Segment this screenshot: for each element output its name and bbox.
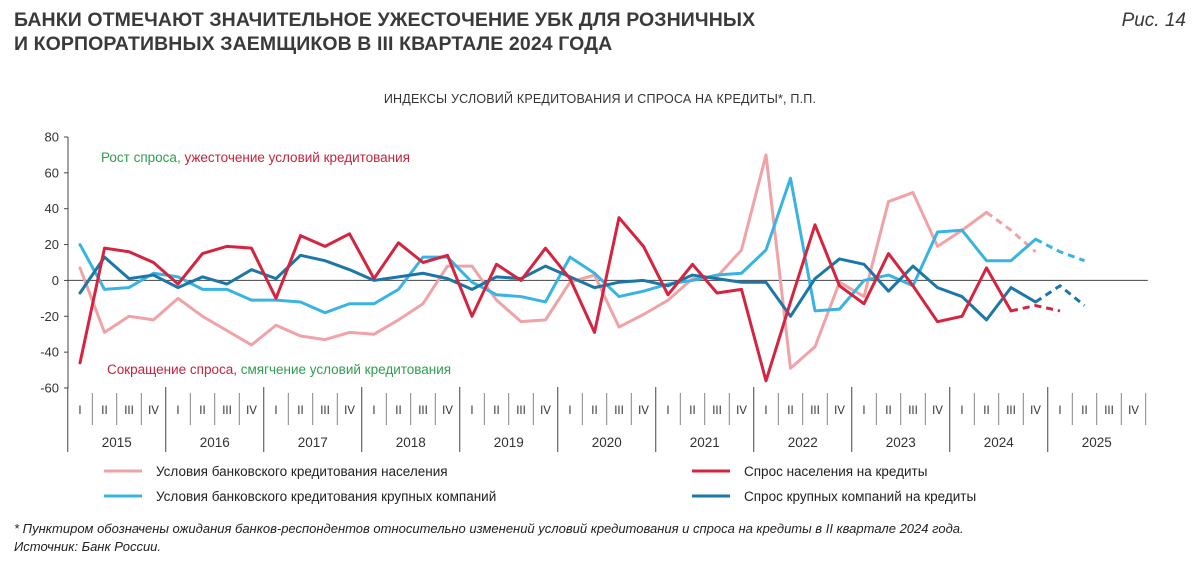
x-tick-label: IV (442, 405, 453, 417)
year-label: 2021 (690, 435, 720, 450)
legend-label-1: Спрос населения на кредиты (744, 464, 927, 479)
x-tick-label: III (418, 405, 428, 417)
x-tick-label: IV (1030, 405, 1041, 417)
x-tick-label: I (470, 405, 473, 417)
x-tick-label: I (78, 405, 81, 417)
source-note: Источник: Банк России. (14, 539, 162, 554)
x-tick-label: III (124, 405, 134, 417)
y-tick-label: -20 (40, 309, 59, 324)
x-tick-label: I (764, 405, 767, 417)
x-tick-label: I (568, 405, 571, 417)
x-tick-label: II (199, 405, 205, 417)
annotation-top-part: Рост спроса, (101, 150, 181, 165)
year-label: 2025 (1082, 435, 1112, 450)
y-tick-label: 80 (45, 130, 59, 145)
x-tick-label: III (712, 405, 722, 417)
x-tick-label: III (320, 405, 330, 417)
y-tick-label: 0 (52, 273, 59, 288)
y-tick-label: 20 (45, 237, 59, 252)
x-tick-label: II (1081, 405, 1087, 417)
y-tick-label: 40 (45, 201, 59, 216)
legend-label-0: Условия банковского кредитования населен… (156, 464, 448, 479)
x-tick-label: IV (834, 405, 845, 417)
y-tick-label: -60 (40, 381, 59, 396)
x-tick-label: III (1006, 405, 1016, 417)
x-tick-label: I (176, 405, 179, 417)
x-tick-label: III (614, 405, 624, 417)
annotation-bottom-part: Сокращение спроса, (107, 362, 237, 377)
x-tick-label: III (908, 405, 918, 417)
year-label: 2022 (788, 435, 818, 450)
year-label: 2019 (494, 435, 524, 450)
x-tick-label: IV (736, 405, 747, 417)
year-label: 2024 (984, 435, 1015, 450)
year-label: 2020 (592, 435, 622, 450)
x-tick-label: I (372, 405, 375, 417)
x-tick-label: IV (1128, 405, 1139, 417)
series-forecast-3 (1034, 284, 1086, 307)
x-tick-label: IV (540, 405, 551, 417)
x-tick-label: IV (932, 405, 943, 417)
x-tick-label: II (395, 405, 401, 417)
x-tick-label: II (591, 405, 597, 417)
x-tick-label: II (493, 405, 499, 417)
annotation-bottom-part: смягчение условий кредитования (237, 362, 451, 377)
y-tick-label: 60 (45, 165, 59, 180)
annotation-top-part: ужесточение условий кредитования (181, 150, 410, 165)
legend-label-3: Спрос крупных компаний на кредиты (744, 489, 976, 504)
chart-title: ИНДЕКСЫ УСЛОВИЙ КРЕДИТОВАНИЯ И СПРОСА НА… (383, 92, 817, 106)
year-label: 2017 (298, 435, 328, 450)
footnote: * Пунктиром обозначены ожидания банков-р… (14, 521, 964, 536)
x-tick-label: II (983, 405, 989, 417)
x-tick-label: IV (148, 405, 159, 417)
series-line-2 (78, 176, 1037, 315)
x-tick-label: I (1058, 405, 1061, 417)
x-tick-label: III (1104, 405, 1114, 417)
year-label: 2023 (886, 435, 916, 450)
x-tick-label: II (885, 405, 891, 417)
x-tick-label: IV (638, 405, 649, 417)
x-tick-label: III (516, 405, 526, 417)
x-tick-label: I (666, 405, 669, 417)
year-label: 2015 (102, 435, 132, 450)
x-tick-label: II (787, 405, 793, 417)
x-tick-label: I (862, 405, 865, 417)
year-label: 2016 (200, 435, 230, 450)
annotation-top: Рост спроса, ужесточение условий кредито… (101, 150, 410, 165)
figure-title: БАНКИ ОТМЕЧАЮТ ЗНАЧИТЕЛЬНОЕ УЖЕСТОЧЕНИЕ … (14, 9, 756, 55)
series-line-1 (78, 216, 1013, 383)
x-tick-label: III (810, 405, 820, 417)
x-tick-label: IV (344, 405, 355, 417)
y-tick-label: -40 (40, 345, 59, 360)
legend-label-2: Условия банковского кредитования крупных… (156, 489, 496, 504)
x-tick-label: I (960, 405, 963, 417)
series-forecast-2 (1034, 237, 1086, 263)
series-line-0 (78, 153, 988, 370)
x-tick-label: II (297, 405, 303, 417)
figure-number: Рис. 14 (1121, 10, 1186, 31)
year-label: 2018 (396, 435, 426, 450)
x-tick-label: III (222, 405, 232, 417)
x-tick-label: I (274, 405, 277, 417)
annotation-bottom: Сокращение спроса, смягчение условий кре… (107, 362, 451, 377)
x-tick-label: IV (246, 405, 257, 417)
x-tick-label: II (689, 405, 695, 417)
series-forecast-1 (1010, 304, 1061, 313)
x-tick-label: II (101, 405, 107, 417)
